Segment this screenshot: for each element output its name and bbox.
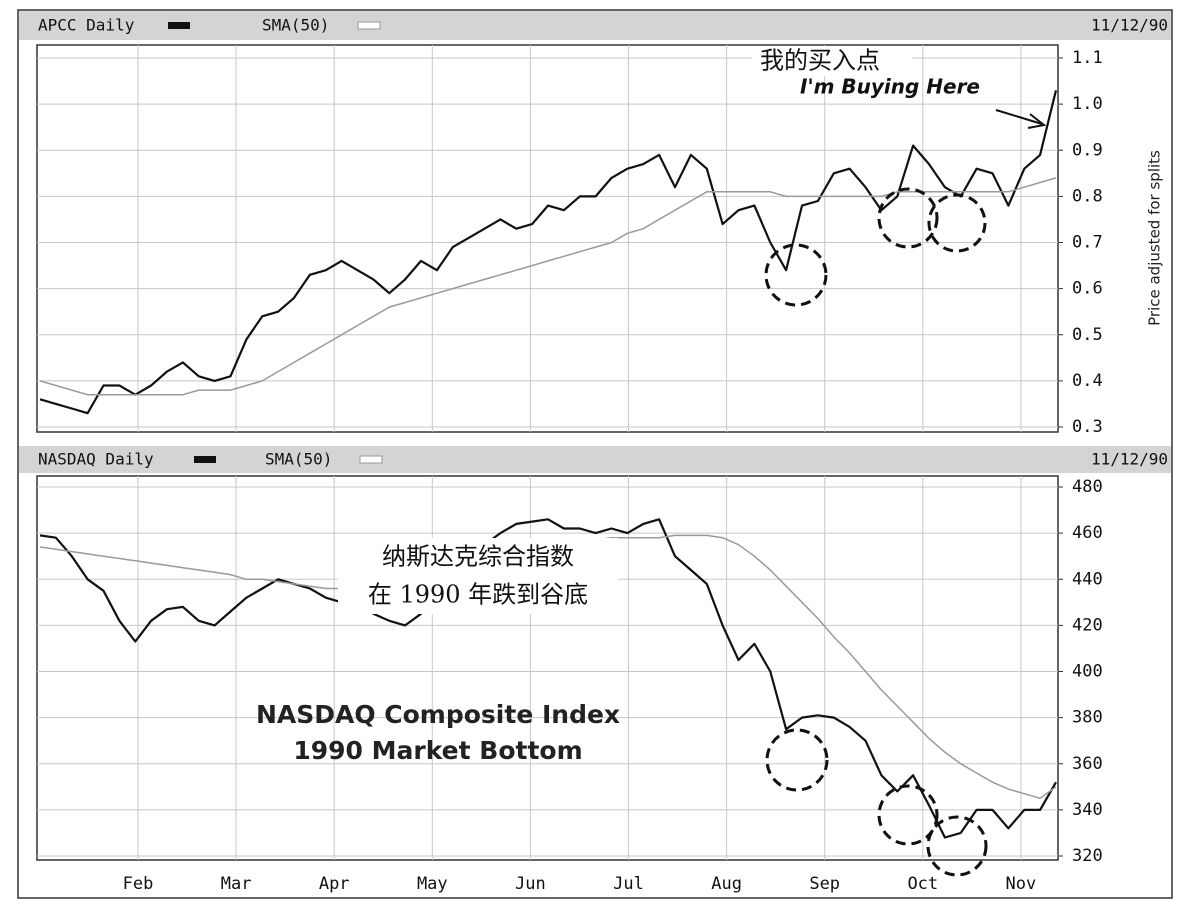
y-tick-label: 360	[1072, 754, 1103, 774]
dashed-circle	[877, 187, 939, 249]
annotation: 我的买入点	[760, 47, 880, 75]
legend-label: SMA(50)	[262, 16, 329, 35]
sma-line	[39, 177, 1057, 396]
y-axis-label: Price adjusted for splits	[1146, 150, 1164, 326]
x-tick-label: Aug	[711, 874, 742, 894]
y-tick-label: 0.9	[1072, 140, 1103, 160]
dashed-circle	[927, 193, 987, 253]
x-tick-label: Feb	[123, 874, 154, 894]
y-tick-label: 460	[1072, 523, 1103, 543]
x-tick-label: Jun	[515, 874, 546, 894]
legend-swatch	[168, 22, 190, 29]
y-tick-label: 420	[1072, 615, 1103, 635]
x-tick-label: Jul	[613, 874, 644, 894]
y-tick-label: 320	[1072, 846, 1103, 866]
y-tick-label: 1.0	[1072, 94, 1103, 114]
date-label: 11/12/90	[1091, 450, 1168, 469]
y-tick-label: 0.8	[1072, 186, 1103, 206]
y-tick-label: 0.4	[1072, 371, 1103, 391]
chart-title: NASDAQ Daily	[38, 450, 154, 469]
y-tick-label: 0.5	[1072, 325, 1103, 345]
annotation: I'm Buying Here	[800, 75, 980, 99]
y-tick-label: 0.7	[1072, 233, 1103, 253]
annotation: 1990 Market Bottom	[293, 736, 582, 765]
header-bar	[19, 11, 1171, 40]
annotation-bg	[338, 538, 618, 614]
annotation: 纳斯达克综合指数	[382, 543, 574, 571]
legend-swatch	[357, 21, 381, 30]
dashed-circle	[926, 815, 988, 877]
x-tick-label: Nov	[1006, 874, 1037, 894]
arrow-head	[1027, 113, 1047, 129]
y-tick-label: 400	[1072, 662, 1103, 682]
annotation: 在 1990 年跌到谷底	[368, 581, 588, 609]
x-tick-label: Oct	[907, 874, 938, 894]
chart-title: APCC Daily	[38, 16, 135, 35]
date-label: 11/12/90	[1091, 16, 1168, 35]
annotation: NASDAQ Composite Index	[256, 700, 620, 729]
header-bar	[19, 446, 1171, 473]
y-tick-label: 0.3	[1072, 417, 1103, 437]
legend-swatch	[359, 455, 383, 464]
y-tick-label: 0.6	[1072, 279, 1103, 299]
plot-area	[36, 44, 1059, 433]
x-tick-label: Sep	[809, 874, 840, 894]
annotation-bg	[752, 46, 912, 76]
dashed-circle	[765, 728, 829, 792]
dashed-circle	[764, 243, 828, 307]
y-tick-label: 1.1	[1072, 48, 1103, 68]
price-line	[39, 518, 1057, 839]
x-tick-label: May	[417, 874, 448, 894]
y-tick-label: 440	[1072, 569, 1103, 589]
x-tick-label: Mar	[221, 874, 252, 894]
dashed-circle	[877, 784, 939, 846]
legend-label: SMA(50)	[265, 450, 332, 469]
legend-swatch	[194, 456, 216, 463]
y-tick-label: 380	[1072, 708, 1103, 728]
y-tick-label: 480	[1072, 477, 1103, 497]
x-tick-label: Apr	[319, 874, 350, 894]
price-line	[39, 90, 1058, 415]
arrow	[995, 109, 1043, 125]
y-tick-label: 340	[1072, 800, 1103, 820]
